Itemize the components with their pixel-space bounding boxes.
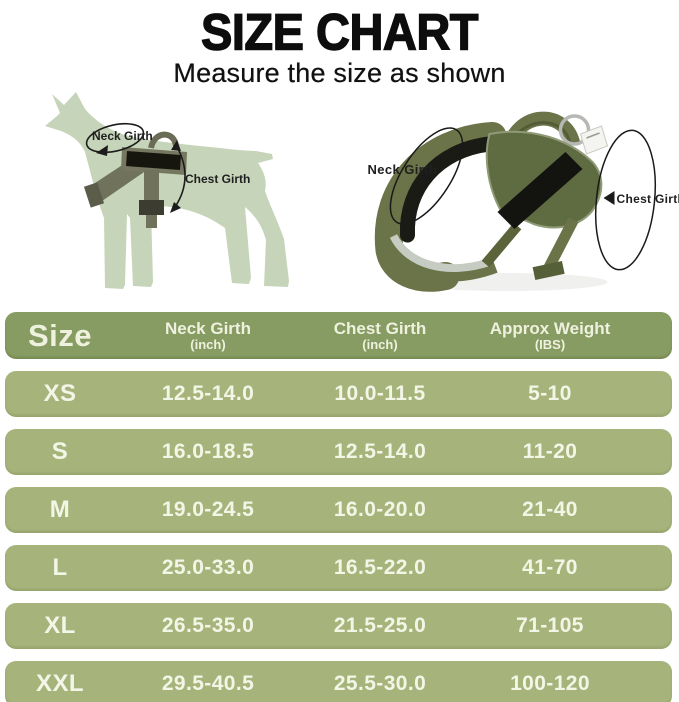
cell-neck-girth: 26.5-35.0 (161, 614, 255, 637)
page-subtitle: Measure the size as shown (173, 58, 506, 88)
table-header-row: Size Neck Girth (inch) Chest Girth (inch… (5, 312, 672, 359)
cell-weight: 41-70 (522, 556, 578, 579)
chest-girth-arrow (603, 191, 615, 205)
column-header-weight-unit: (IBS) (534, 337, 566, 352)
harness-girth-strap (144, 170, 159, 206)
chest-girth-ellipse (594, 129, 657, 271)
cell-size: XXL (36, 670, 84, 697)
column-header-weight-label: Approx Weight (489, 319, 611, 338)
cell-chest-girth: 16.5-22.0 (333, 556, 427, 579)
column-header-neck-girth-label: Neck Girth (165, 319, 251, 338)
cell-size: XL (44, 612, 76, 639)
belly-strap-buckle (532, 261, 565, 280)
harness-panel (126, 151, 181, 170)
column-header-size: Size (27, 317, 93, 353)
column-header-chest-girth-label: Chest Girth (333, 319, 427, 338)
cell-neck-girth: 25.0-33.0 (161, 556, 255, 579)
cell-weight: 100-120 (510, 672, 590, 695)
size-table: Size Neck Girth (inch) Chest Girth (inch… (0, 312, 679, 702)
harness-girth-buckle (139, 200, 164, 215)
chest-girth-arrow-top (171, 140, 181, 151)
table-row-s: S 16.0-18.5 12.5-14.0 11-20 (5, 429, 672, 475)
harness-strap-tail (146, 215, 157, 228)
cell-neck-girth: 29.5-40.5 (161, 672, 255, 695)
brand-tag (579, 125, 609, 155)
dog-silhouette (45, 92, 289, 289)
chest-girth-arc (174, 146, 186, 208)
photo-chest-girth-label: Chest Girth (617, 192, 679, 206)
cell-chest-girth: 12.5-14.0 (333, 440, 427, 463)
neck-girth-arrow (418, 167, 432, 183)
cell-neck-girth: 12.5-14.0 (161, 382, 255, 405)
table-row-l: L 25.0-33.0 16.5-22.0 41-70 (5, 545, 672, 591)
cell-weight: 71-105 (516, 614, 584, 637)
table-row-m: M 19.0-24.5 16.0-20.0 21-40 (5, 487, 672, 533)
neck-band-outer (374, 122, 507, 292)
cell-size: S (51, 438, 69, 465)
neck-girth-arrow (96, 145, 108, 156)
page-title: SIZE CHART (200, 3, 479, 61)
column-header-neck-girth: Neck Girth (inch) (115, 319, 301, 352)
harness-handle (148, 131, 179, 149)
cell-weight: 21-40 (522, 498, 578, 521)
tag-line (586, 132, 600, 139)
dog-chest-girth-label: Chest Girth (185, 172, 250, 186)
column-header-weight: Approx Weight (IBS) (459, 319, 641, 352)
table-row-xs: XS 12.5-14.0 10.0-11.5 5-10 (5, 371, 672, 417)
column-header-chest-girth-unit: (inch) (362, 337, 398, 352)
cell-neck-girth: 16.0-18.5 (161, 440, 255, 463)
cell-size: XS (43, 380, 77, 407)
cell-chest-girth: 10.0-11.5 (334, 382, 426, 405)
cell-weight: 11-20 (522, 440, 578, 463)
cell-weight: 5-10 (528, 382, 572, 405)
cell-chest-girth: 25.5-30.0 (333, 672, 427, 695)
column-header-neck-girth-unit: (inch) (190, 337, 226, 352)
cell-chest-girth: 21.5-25.0 (333, 614, 427, 637)
measurement-figures: Neck Girth Chest Girth (0, 90, 679, 305)
harness-photo-diagram: Neck Girth Chest Girth (368, 111, 679, 292)
chest-girth-arrow-bottom (170, 202, 181, 213)
cell-size: L (52, 554, 68, 581)
dog-measure-diagram: Neck Girth Chest Girth (45, 92, 289, 289)
table-row-xxl: XXL 29.5-40.5 25.5-30.0 100-120 (5, 661, 672, 702)
dog-neck-girth-label: Neck Girth (92, 129, 153, 143)
harness-buckle (83, 182, 105, 208)
column-header-chest-girth: Chest Girth (inch) (301, 319, 459, 352)
belly-strap-left (481, 222, 522, 268)
cell-neck-girth: 19.0-24.5 (161, 498, 255, 521)
neck-girth-ellipse (85, 122, 145, 154)
neck-band-lower (384, 244, 498, 282)
velcro-strip (497, 152, 583, 229)
photo-neck-girth-label: Neck Girth (368, 162, 438, 177)
cell-chest-girth: 16.0-20.0 (333, 498, 427, 521)
d-ring (558, 114, 591, 146)
cell-size: M (49, 496, 71, 523)
reflective-stripe (389, 234, 491, 273)
neck-girth-ellipse (389, 127, 464, 225)
table-row-xl: XL 26.5-35.0 21.5-25.0 71-105 (5, 603, 672, 649)
